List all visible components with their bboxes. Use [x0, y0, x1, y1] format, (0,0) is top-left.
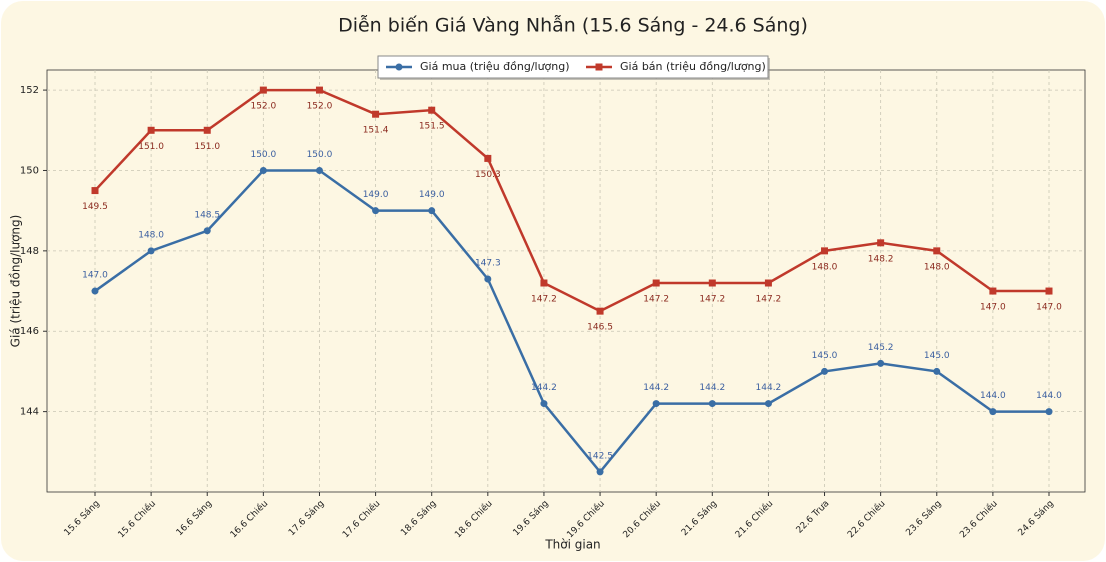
data-point [91, 187, 99, 195]
data-label: 152.0 [250, 102, 276, 112]
data-point [652, 279, 660, 287]
data-label: 148.0 [138, 230, 164, 240]
data-label: 151.5 [419, 122, 445, 132]
legend-label: Giá bán (triệu đồng/lượng) [620, 60, 766, 73]
y-tick-label: 144 [20, 407, 39, 418]
data-label: 144.0 [1036, 391, 1062, 401]
data-point [484, 154, 492, 162]
data-label: 144.2 [531, 383, 557, 393]
data-point [596, 468, 604, 476]
data-label: 150.0 [307, 150, 333, 160]
data-label: 144.2 [756, 383, 782, 393]
data-point [147, 126, 155, 134]
data-point [933, 247, 941, 255]
data-label: 147.2 [699, 295, 725, 305]
data-label: 145.2 [868, 343, 894, 353]
data-label: 147.0 [82, 271, 108, 281]
data-point [428, 106, 436, 114]
data-point [708, 279, 716, 287]
data-label: 150.0 [250, 150, 276, 160]
legend-label: Giá mua (triệu đồng/lượng) [420, 60, 570, 73]
series-line [94, 169, 1049, 474]
data-label: 144.2 [699, 383, 725, 393]
data-point [372, 110, 380, 118]
data-label: 146.5 [587, 323, 613, 333]
data-point [764, 400, 772, 408]
data-label: 151.0 [138, 142, 164, 152]
data-point [989, 287, 997, 295]
data-label: 144.2 [643, 383, 669, 393]
data-point [540, 400, 548, 408]
x-axis-label: Thời gian [544, 538, 600, 552]
data-label: 148.0 [924, 262, 950, 272]
data-point [933, 367, 941, 375]
data-point [91, 287, 99, 295]
data-label: 147.2 [531, 295, 557, 305]
y-tick-label: 150 [20, 165, 39, 176]
data-label: 150.3 [475, 170, 501, 180]
data-label: 144.0 [980, 391, 1006, 401]
data-point [372, 207, 380, 215]
data-point [989, 408, 997, 416]
data-point [315, 166, 323, 174]
data-point [821, 367, 829, 375]
data-point [821, 247, 829, 255]
data-label: 149.5 [82, 202, 108, 212]
data-label: 148.0 [812, 262, 838, 272]
data-label: 147.2 [643, 295, 669, 305]
data-label: 148.5 [194, 210, 220, 220]
data-label: 151.0 [194, 142, 220, 152]
data-point [764, 279, 772, 287]
series-line [94, 88, 1049, 313]
data-point [708, 400, 716, 408]
data-point [259, 86, 267, 94]
legend-marker [595, 63, 603, 71]
data-label: 151.4 [363, 126, 389, 136]
data-label: 142.5 [587, 451, 613, 461]
data-label: 152.0 [307, 102, 333, 112]
data-label: 147.2 [756, 295, 782, 305]
data-label: 148.2 [868, 254, 894, 264]
data-point [596, 307, 604, 315]
data-point [484, 275, 492, 283]
data-point [203, 126, 211, 134]
y-axis-label: Giá (triệu đồng/lượng) [9, 215, 23, 348]
legend-marker [395, 63, 403, 71]
data-point [877, 359, 885, 367]
data-label: 149.0 [363, 190, 389, 200]
legend-box [377, 55, 769, 79]
data-point [315, 86, 323, 94]
data-label: 145.0 [812, 351, 838, 361]
data-point [147, 247, 155, 255]
data-label: 147.0 [1036, 303, 1062, 313]
data-label: 145.0 [924, 351, 950, 361]
data-point [540, 279, 548, 287]
chart-title: Diễn biến Giá Vàng Nhẫn (15.6 Sáng - 24.… [338, 14, 808, 37]
y-tick-label: 152 [20, 85, 39, 96]
data-label: 149.0 [419, 190, 445, 200]
data-point [203, 227, 211, 235]
data-point [428, 207, 436, 215]
data-point [259, 166, 267, 174]
data-point [652, 400, 660, 408]
data-point [1045, 287, 1053, 295]
y-tick-label: 148 [20, 246, 39, 257]
data-point [1045, 408, 1053, 416]
data-point [877, 239, 885, 247]
data-label: 147.0 [980, 303, 1006, 313]
y-tick-label: 146 [20, 326, 39, 337]
data-label: 147.3 [475, 258, 501, 268]
